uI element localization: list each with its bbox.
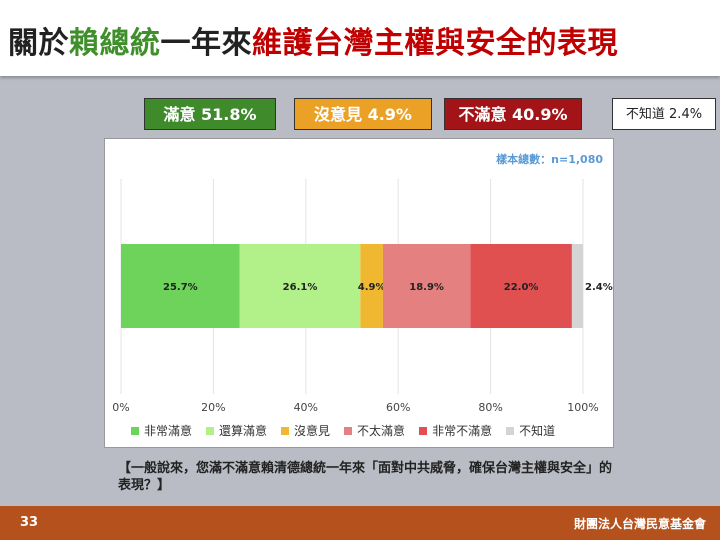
bar-data-label: 4.9%: [358, 282, 386, 293]
legend-label: 還算滿意: [219, 424, 268, 438]
legend-swatch: [506, 426, 515, 435]
x-tick-label: 20%: [201, 401, 225, 414]
legend-item: 非常滿意: [131, 422, 192, 439]
satisfied-summary-badge: 滿意 51.8%: [144, 98, 276, 130]
sample-size-label: 樣本總數：n=1,080: [496, 153, 603, 166]
legend-label: 沒意見: [294, 424, 331, 438]
legend-swatch: [419, 426, 428, 435]
stacked-bar-chart: 0% 20% 40% 60% 80% 100% 25.7% 26.1% 4.9% 18.9% 22.…: [112, 179, 613, 414]
slide-title: 關於賴總統一年來維護台灣主權與安全的表現: [8, 18, 618, 62]
legend-item: 沒意見: [281, 422, 330, 439]
bar-data-label: 25.7%: [163, 282, 198, 293]
bar-segment-2: [239, 244, 361, 328]
bar-data-label: 22.0%: [504, 282, 539, 293]
legend-swatch: [131, 426, 139, 435]
bar-segment-1: [121, 244, 240, 328]
chart-container: 樣本總數：n=1,080 0% 20% 40% 60% 80% 100% 25.7% 26.1…: [104, 138, 614, 448]
bar-segment-5: [470, 244, 572, 328]
dissatisfied-summary-badge: 不滿意 40.9%: [444, 98, 582, 130]
bar-segment-3: [360, 244, 383, 328]
bar-segment-6: [571, 244, 583, 328]
legend-item: 不太滿意: [344, 422, 405, 439]
bar-data-label: 18.9%: [409, 282, 444, 293]
x-tick-label: 60%: [386, 401, 410, 414]
legend-item: 不知道: [506, 422, 555, 439]
legend-item: 非常不滿意: [419, 422, 492, 439]
bar-data-label: 2.4%: [585, 282, 613, 293]
title-part-4: 維護台灣主權與安全的表現: [252, 26, 618, 61]
legend-swatch: [206, 426, 215, 435]
x-tick-label: 40%: [294, 401, 318, 414]
survey-question: 【一般說來，您滿不滿意賴清德總統一年來「面對中共威脅，確保台灣主權與安全」的表現…: [118, 461, 613, 493]
page-number: 33: [20, 515, 39, 530]
chart-legend: 非常滿意 還算滿意 沒意見 不太滿意 非常不滿意 不知道: [131, 422, 555, 439]
legend-item: 還算滿意: [206, 422, 267, 439]
title-part-3: 一年來: [160, 26, 252, 61]
slide-footer: 33 財團法人台灣民意基金會: [0, 506, 720, 540]
legend-label: 非常滿意: [144, 424, 193, 438]
legend-label: 不知道: [519, 424, 556, 438]
title-part-1: 關於: [8, 26, 69, 61]
x-tick-label: 80%: [478, 401, 502, 414]
legend-label: 不太滿意: [357, 424, 406, 438]
legend-swatch: [281, 426, 290, 435]
x-tick-label: 100%: [567, 401, 598, 414]
organization-name: 財團法人台灣民意基金會: [573, 517, 706, 531]
bar-data-label: 26.1%: [283, 282, 318, 293]
title-part-2: 賴總統: [69, 26, 161, 61]
dont-know-summary-badge: 不知道 2.4%: [612, 98, 716, 130]
neutral-summary-badge: 沒意見 4.9%: [294, 98, 432, 130]
legend-label: 非常不滿意: [432, 424, 493, 438]
legend-swatch: [344, 426, 353, 435]
bar-segment-4: [382, 244, 471, 328]
x-tick-label: 0%: [112, 401, 129, 414]
slide-header: 關於賴總統一年來維護台灣主權與安全的表現: [0, 0, 720, 76]
